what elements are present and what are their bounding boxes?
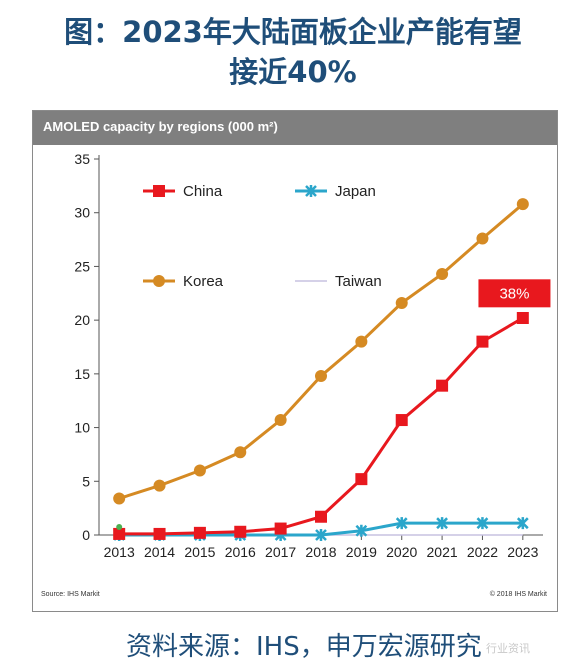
y-tick-label: 30 [74, 205, 90, 221]
x-tick-label: 2018 [305, 544, 336, 560]
data-point-china [153, 527, 166, 540]
legend-label-china: China [183, 183, 223, 200]
x-tick-label: 2019 [346, 544, 377, 560]
data-point-japan [315, 529, 327, 541]
data-point-japan [395, 517, 408, 530]
data-point-marker [116, 523, 123, 530]
x-tick-label: 2017 [265, 544, 296, 560]
y-tick-label: 10 [74, 420, 90, 436]
y-tick-label: 35 [74, 151, 90, 167]
data-point-japan [355, 524, 368, 537]
source-line: 资料来源：IHS，申万宏源研究 [126, 632, 482, 662]
data-point-korea [193, 464, 206, 477]
x-tick-label: 2022 [467, 544, 498, 560]
data-point-korea [476, 232, 489, 245]
series-line-china [119, 316, 524, 536]
x-tick-label: 2014 [144, 544, 175, 560]
legend-marker-korea [153, 275, 165, 287]
data-point-korea [436, 267, 449, 280]
headline-line-2: 接近40% [229, 55, 357, 89]
x-tick-label: 2020 [386, 544, 417, 560]
data-point-korea [516, 198, 529, 211]
x-tick-label: 2021 [427, 544, 458, 560]
chart-title: AMOLED capacity by regions (000 m²) [43, 119, 278, 134]
copyright-note: © 2018 IHS Markit [489, 591, 547, 598]
chart-panel: AMOLED capacity by regions (000 m²) 0 5 10… [32, 110, 558, 612]
data-point-china [315, 510, 327, 523]
data-point-china [436, 379, 449, 392]
data-point-japan [476, 517, 489, 530]
data-point-china [193, 526, 206, 539]
line-chart: 0 5 10 15 20 25 30 35 2013 2014 2015 2016 2017 2018 20… [74, 151, 551, 560]
data-point-china [113, 527, 126, 540]
data-point-korea [153, 479, 166, 492]
watermark: 行业资讯 [486, 642, 530, 655]
data-point-china [516, 311, 529, 324]
growth-badge-label: 38% [499, 285, 529, 302]
data-point-korea [395, 296, 408, 309]
data-point-korea [355, 335, 368, 348]
x-tick-label: 2015 [184, 544, 215, 560]
x-tick-label: 2023 [507, 544, 538, 560]
y-tick-label: 25 [74, 258, 90, 274]
y-tick-label: 20 [74, 312, 90, 328]
data-point-china [476, 335, 489, 348]
y-tick-label: 5 [82, 473, 90, 489]
x-tick-label: 2013 [104, 544, 135, 560]
data-point-korea [274, 414, 287, 427]
data-point-japan [516, 517, 529, 530]
data-point-korea [113, 492, 126, 505]
legend-marker-china [153, 185, 165, 197]
source-note: Source: IHS Markit [41, 591, 100, 598]
legend-label-korea: Korea [183, 273, 224, 290]
headline-line-1: 图：2023年大陆面板企业产能有望 [64, 15, 522, 49]
legend-label-taiwan: Taiwan [335, 273, 382, 290]
data-point-japan [436, 517, 448, 530]
y-tick-label: 0 [82, 527, 90, 543]
legend-label-japan: Japan [335, 183, 376, 200]
data-point-china [355, 473, 368, 486]
data-point-korea [234, 446, 247, 459]
y-tick-label: 15 [74, 366, 90, 382]
growth-badge [478, 279, 551, 308]
data-point-china [234, 525, 247, 538]
legend-marker-japan [305, 185, 317, 197]
data-point-korea [315, 370, 327, 383]
series-line-korea [118, 202, 524, 500]
x-tick-label: 2016 [225, 544, 256, 560]
chart-title-bar: AMOLED capacity by regions (000 m²) [33, 111, 557, 145]
data-point-china [395, 414, 408, 427]
data-point-china [274, 522, 287, 535]
